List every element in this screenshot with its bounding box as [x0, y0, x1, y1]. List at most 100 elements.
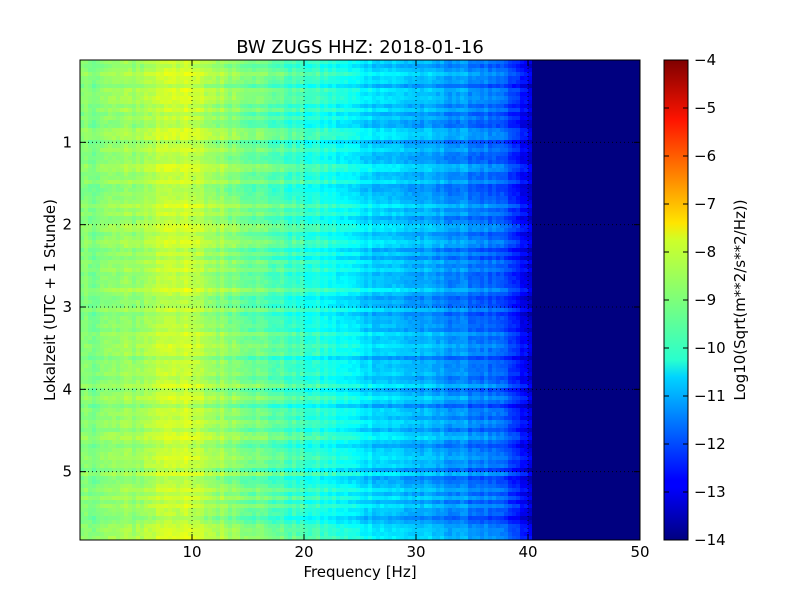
- heatmap-cell: [440, 88, 445, 93]
- heatmap-cell: [472, 104, 477, 109]
- heatmap-cell: [500, 152, 505, 157]
- heatmap-cell: [368, 96, 373, 101]
- heatmap-cell: [136, 136, 141, 141]
- heatmap-cell: [472, 124, 477, 129]
- heatmap-cell: [548, 100, 553, 105]
- heatmap-cell: [404, 200, 409, 205]
- heatmap-cell: [352, 148, 357, 153]
- heatmap-cell: [248, 68, 253, 73]
- heatmap-cell: [580, 156, 585, 161]
- heatmap-cell: [296, 160, 301, 165]
- heatmap-cell: [272, 196, 277, 201]
- heatmap-cell: [440, 84, 445, 89]
- heatmap-cell: [580, 76, 585, 81]
- heatmap-cell: [224, 200, 229, 205]
- heatmap-cell: [384, 112, 389, 117]
- heatmap-cell: [376, 144, 381, 149]
- heatmap-cell: [504, 188, 509, 193]
- heatmap-cell: [176, 120, 181, 125]
- heatmap-cell: [632, 128, 637, 133]
- heatmap-cell: [208, 104, 213, 109]
- heatmap-cell: [352, 68, 357, 73]
- heatmap-cell: [392, 196, 397, 201]
- heatmap-cell: [248, 92, 253, 97]
- heatmap-cell: [304, 100, 309, 105]
- heatmap-cell: [488, 116, 493, 121]
- heatmap-cell: [536, 196, 541, 201]
- heatmap-cell: [96, 140, 101, 145]
- heatmap-cell: [132, 140, 137, 145]
- heatmap-cell: [352, 156, 357, 161]
- heatmap-cell: [136, 84, 141, 89]
- heatmap-cell: [572, 116, 577, 121]
- heatmap-cell: [444, 192, 449, 197]
- heatmap-cell: [412, 112, 417, 117]
- heatmap-cell: [496, 196, 501, 201]
- heatmap-cell: [444, 140, 449, 145]
- heatmap-cell: [588, 76, 593, 81]
- heatmap-cell: [560, 104, 565, 109]
- heatmap-cell: [564, 192, 569, 197]
- heatmap-cell: [476, 108, 481, 113]
- heatmap-cell: [508, 88, 513, 93]
- heatmap-cell: [572, 100, 577, 105]
- heatmap-cell: [616, 136, 621, 141]
- heatmap-cell: [344, 108, 349, 113]
- heatmap-cell: [480, 132, 485, 137]
- heatmap-cell: [268, 124, 273, 129]
- heatmap-cell: [348, 72, 353, 77]
- heatmap-cell: [344, 68, 349, 73]
- heatmap-cell: [436, 64, 441, 69]
- heatmap-cell: [480, 160, 485, 165]
- heatmap-cell: [136, 144, 141, 149]
- heatmap-cell: [196, 100, 201, 105]
- heatmap-cell: [624, 196, 629, 201]
- heatmap-cell: [204, 168, 209, 173]
- heatmap-cell: [288, 104, 293, 109]
- heatmap-cell: [468, 164, 473, 169]
- heatmap-cell: [532, 176, 537, 181]
- heatmap-cell: [352, 192, 357, 197]
- heatmap-cell: [200, 88, 205, 93]
- heatmap-cell: [356, 184, 361, 189]
- heatmap-cell: [244, 112, 249, 117]
- heatmap-cell: [156, 92, 161, 97]
- heatmap-cell: [376, 64, 381, 69]
- heatmap-cell: [336, 188, 341, 193]
- heatmap-cell: [604, 156, 609, 161]
- heatmap-cell: [148, 132, 153, 137]
- heatmap-cell: [368, 164, 373, 169]
- heatmap-cell: [612, 112, 617, 117]
- heatmap-cell: [576, 140, 581, 145]
- heatmap-cell: [300, 84, 305, 89]
- heatmap-cell: [624, 104, 629, 109]
- heatmap-cell: [280, 124, 285, 129]
- heatmap-cell: [304, 168, 309, 173]
- heatmap-cell: [616, 180, 621, 185]
- heatmap-cell: [428, 88, 433, 93]
- heatmap-cell: [92, 128, 97, 133]
- heatmap-cell: [612, 92, 617, 97]
- heatmap-cell: [620, 148, 625, 153]
- heatmap-cell: [628, 96, 633, 101]
- heatmap-cell: [308, 164, 313, 169]
- heatmap-cell: [312, 172, 317, 177]
- heatmap-cell: [600, 144, 605, 149]
- heatmap-cell: [496, 72, 501, 77]
- heatmap-cell: [500, 112, 505, 117]
- heatmap-cell: [236, 108, 241, 113]
- heatmap-cell: [480, 168, 485, 173]
- heatmap-cell: [432, 148, 437, 153]
- heatmap-cell: [344, 160, 349, 165]
- heatmap-cell: [404, 88, 409, 93]
- heatmap-cell: [300, 108, 305, 113]
- heatmap-cell: [100, 116, 105, 121]
- heatmap-cell: [208, 200, 213, 205]
- heatmap-cell: [516, 88, 521, 93]
- heatmap-cell: [224, 100, 229, 105]
- heatmap-cell: [324, 140, 329, 145]
- heatmap-cell: [420, 144, 425, 149]
- heatmap-cell: [508, 192, 513, 197]
- heatmap-cell: [304, 88, 309, 93]
- heatmap-cell: [500, 180, 505, 185]
